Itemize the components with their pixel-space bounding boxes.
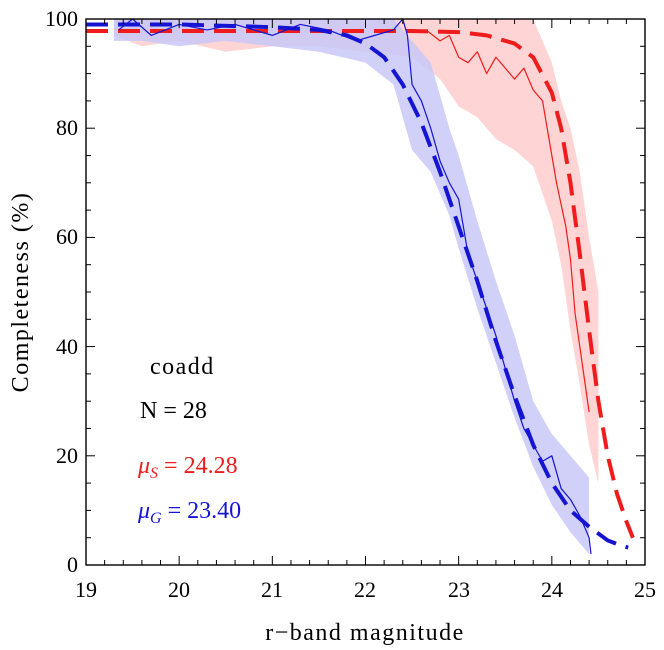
x-tick-label: 19: [75, 577, 97, 602]
mu-stars-subscript: S: [150, 465, 158, 482]
series-lines: [86, 18, 635, 555]
stars-band: [113, 19, 599, 484]
y-tick-label: 0: [67, 552, 78, 577]
galaxies-band: [113, 19, 590, 555]
mu-stars-symbol: μ: [137, 453, 150, 479]
galaxies-measured-line: [118, 18, 592, 555]
stars-measured-line: [425, 29, 590, 413]
stars-fit-line: [86, 29, 635, 539]
mu-galaxies-symbol: μ: [137, 498, 150, 524]
x-tick-label: 20: [168, 577, 190, 602]
x-tick-labels: 19 20 21 22 23 24 25: [75, 577, 656, 602]
galaxies-fit-line: [86, 22, 629, 550]
y-axis-title: Completeness (%): [8, 192, 34, 393]
mu-galaxies-subscript: G: [150, 510, 162, 527]
confidence-bands: [113, 19, 599, 555]
x-axis-title: r−band magnitude: [265, 620, 465, 646]
y-tick-label: 20: [56, 443, 78, 468]
x-tick-label: 23: [448, 577, 470, 602]
y-tick-label: 80: [56, 115, 78, 140]
sample-label: coadd: [150, 354, 215, 380]
x-tick-label: 24: [541, 577, 563, 602]
axis-ticks: [85, 18, 646, 566]
mu-galaxies-label: μG = 23.40: [137, 498, 241, 527]
mu-stars-label: μS = 24.28: [137, 453, 238, 482]
y-tick-label: 100: [45, 6, 78, 31]
mu-galaxies-value: = 23.40: [162, 498, 242, 524]
y-tick-labels: 0 20 40 60 80 100: [45, 6, 78, 577]
y-tick-label: 60: [56, 224, 78, 249]
mu-stars-value: = 24.28: [158, 453, 238, 479]
x-tick-label: 21: [261, 577, 283, 602]
x-tick-label: 22: [354, 577, 376, 602]
y-tick-label: 40: [56, 334, 78, 359]
count-label: N = 28: [140, 398, 207, 424]
x-tick-label: 25: [634, 577, 656, 602]
